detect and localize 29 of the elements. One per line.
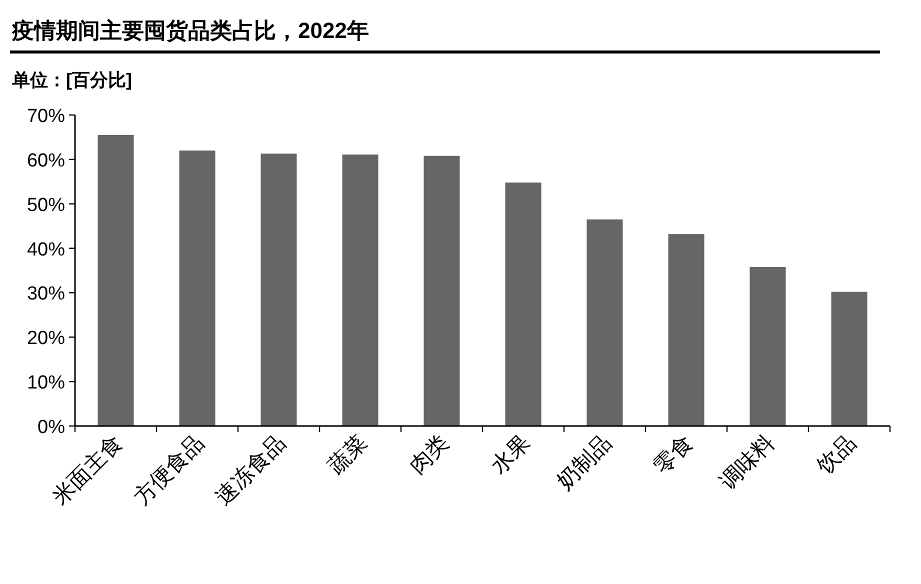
y-tick-label: 50% [26, 194, 66, 216]
bar [831, 292, 868, 426]
y-tick-label: 70% [26, 106, 66, 127]
y-tick-label: 60% [26, 150, 66, 172]
bar [98, 134, 134, 426]
x-tick-label: 方便食品 [128, 430, 209, 510]
bar [260, 154, 297, 426]
x-tick-label: 零食 [648, 430, 698, 479]
y-axis-title: 单位：[百分比] [11, 70, 132, 90]
y-tick-label: 10% [26, 372, 66, 394]
x-tick-label: 速冻食品 [210, 430, 290, 510]
x-tick-label: 肉类 [404, 430, 454, 479]
y-tick-label: 20% [26, 328, 66, 350]
y-tick-label: 40% [26, 239, 66, 260]
bar [424, 156, 460, 426]
x-tick-label: 水果 [486, 430, 535, 479]
bar [505, 182, 542, 426]
bar [668, 234, 704, 426]
y-tick-label: 30% [26, 284, 66, 305]
y-tick-label: 0% [38, 417, 66, 438]
x-tick-label: 奶制品 [552, 430, 616, 494]
bar [586, 219, 623, 426]
x-tick-label: 蔬菜 [322, 430, 372, 479]
x-tick-label: 调味料 [714, 430, 780, 494]
bar [179, 150, 216, 426]
chart-title: 疫情期间主要囤货品类占比，2022年 [11, 18, 369, 43]
bar [750, 266, 786, 426]
bar [342, 154, 378, 426]
x-tick-label: 饮品 [811, 430, 861, 480]
